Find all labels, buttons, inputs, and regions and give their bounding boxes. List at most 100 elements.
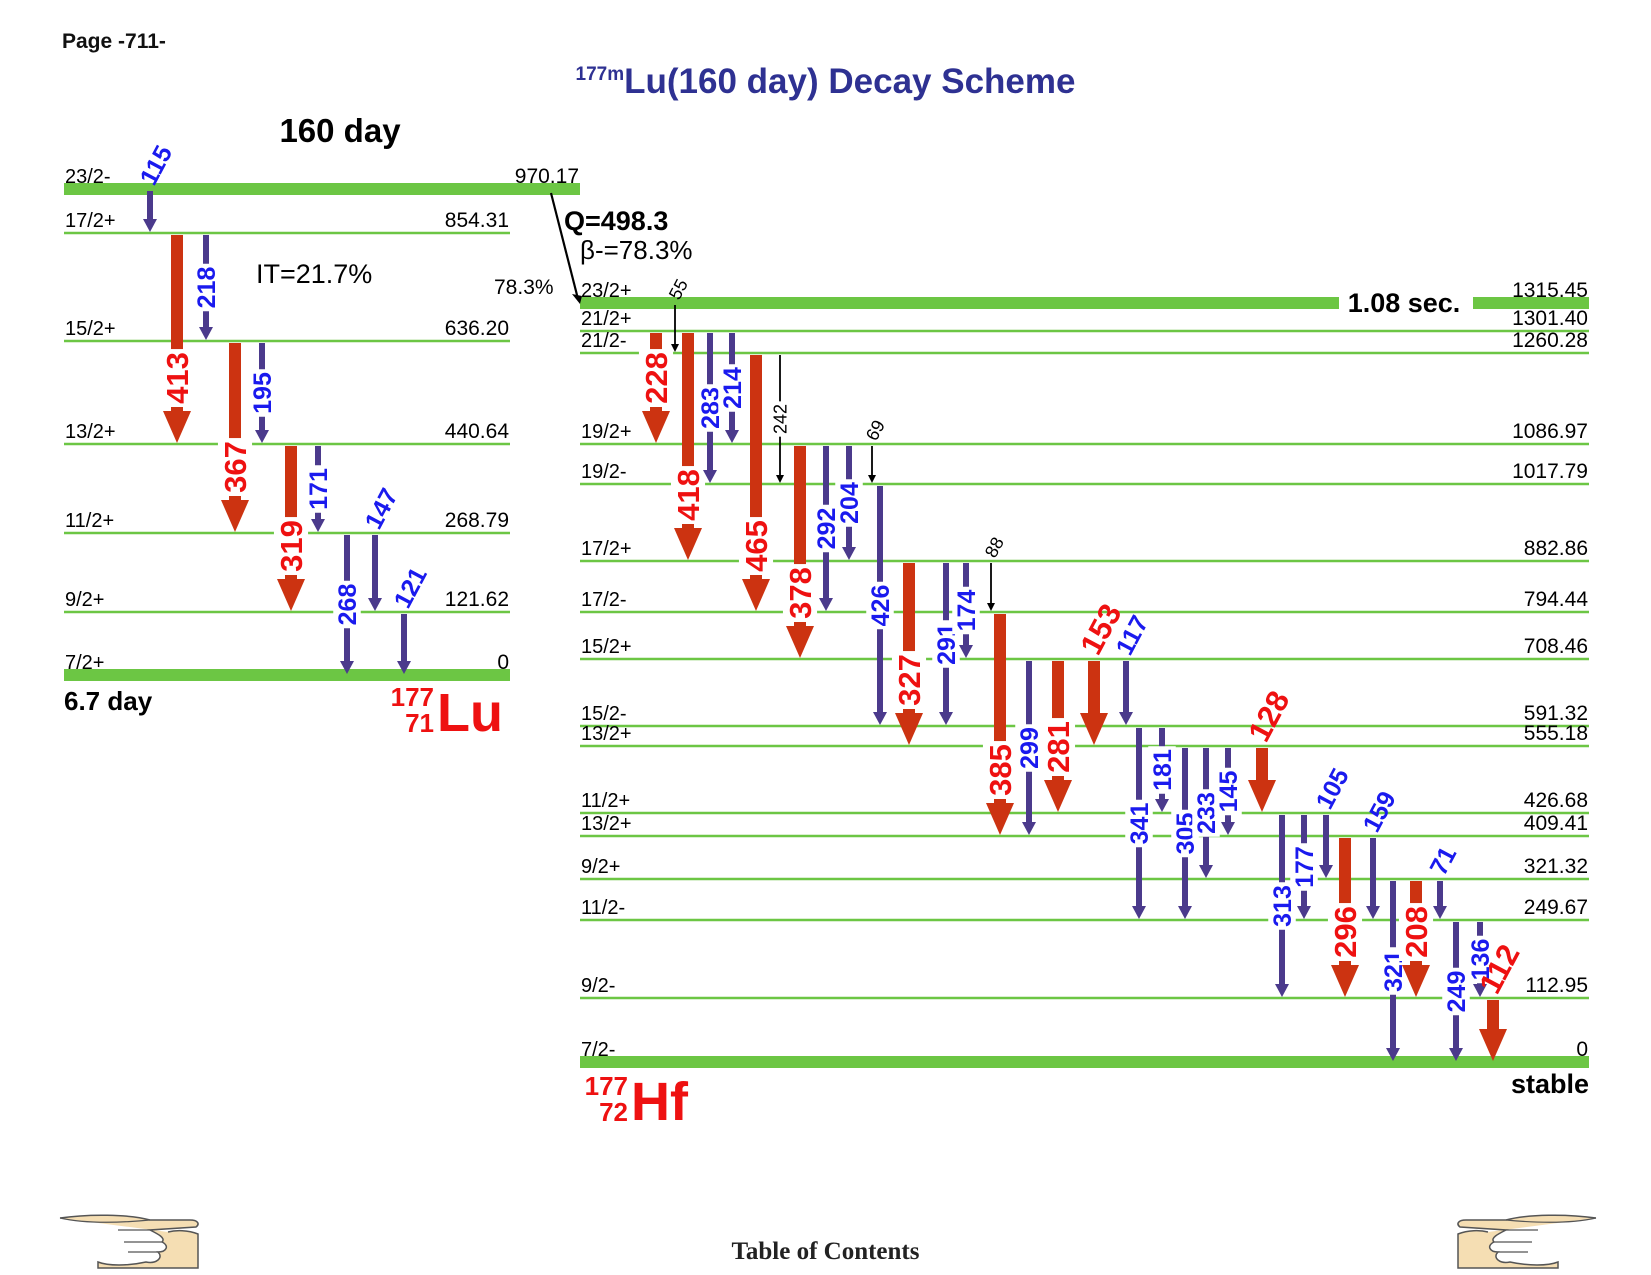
gamma-energy-label: 413 [160, 352, 195, 404]
hf-level-1: 21/2+ 1301.40 [580, 307, 1589, 333]
gamma-arrowhead [671, 344, 679, 352]
hf-level-spin: 15/2+ [581, 636, 632, 658]
gamma-label-bg [1466, 935, 1494, 984]
gamma-energy-label: 218 [193, 267, 221, 309]
gamma-label-bg [333, 580, 361, 629]
lu-gamma-367: 367 [217, 343, 253, 532]
beta-feed-label: 78.3% [494, 276, 554, 299]
gamma-arrowhead [1331, 965, 1359, 997]
lu-level-spin: 9/2+ [65, 589, 104, 611]
lu-gammas: 115 413 218 367 195 319 171 268 147 121 [135, 141, 433, 674]
gamma-label-bg [1398, 903, 1434, 961]
gamma-arrowhead [1199, 865, 1213, 878]
lu-level-3: 13/2+ 440.64 [64, 420, 510, 446]
gamma-energy-label: 208 [1399, 906, 1434, 958]
hf-level-spin: 17/2+ [581, 538, 632, 560]
gamma-label-bg [782, 564, 818, 622]
hf-gamma-378: 378 [782, 446, 818, 658]
previous-page-hand-icon[interactable] [58, 1210, 204, 1275]
hf-level-15: 7/2- 0 [580, 1038, 1589, 1068]
gamma-arrowhead [1386, 1048, 1400, 1061]
lu-level-spin: 17/2+ [65, 210, 116, 232]
hf-level-5: 17/2+ 882.86 [580, 537, 1589, 563]
gamma-energy-label: 147 [360, 484, 404, 534]
hf-gamma-426: 426 [866, 486, 895, 725]
lu-level-2: 15/2+ 636.20 [64, 317, 510, 343]
beta-branch-label: β-=78.3% [580, 235, 693, 265]
gamma-energy-label: 177 [1291, 846, 1319, 888]
lu-level-energy: 440.64 [445, 420, 510, 443]
gamma-arrow-shaft [1088, 661, 1100, 715]
gamma-energy-label: 105 [1311, 764, 1355, 814]
gamma-arrowhead [1132, 906, 1146, 919]
lu-level-energy: 854.31 [445, 209, 509, 232]
hf-isomer-halflife: 1.08 sec. [1348, 288, 1461, 318]
gamma-arrowhead [725, 430, 739, 443]
hf-stable-label: stable [1511, 1069, 1589, 1099]
hf-level-spin: 21/2+ [581, 308, 632, 330]
gamma-arrowhead [397, 661, 411, 674]
gamma-arrowhead [1449, 1048, 1463, 1061]
hf-level-4: 19/2- 1017.79 [580, 460, 1589, 486]
gamma-arrow-shaft [372, 535, 378, 599]
hf-level-spin: 7/2- [581, 1039, 615, 1061]
lu-level-energy: 121.62 [445, 588, 509, 611]
hf-level-11: 13/2+ 409.41 [580, 812, 1589, 838]
gamma-label-bg [1125, 799, 1153, 848]
hf-level-energy: 555.18 [1524, 722, 1588, 745]
hf-level-energy: 1315.45 [1512, 279, 1588, 302]
gamma-arrowhead [1248, 780, 1276, 812]
hf-level-8: 15/2- 591.32 [580, 702, 1589, 728]
gamma-energy-label: 88 [981, 534, 1008, 561]
hf-level-energy: 1017.79 [1512, 460, 1588, 483]
gamma-label-bg [718, 364, 746, 412]
gamma-arrowhead [1297, 906, 1311, 919]
gamma-arrowhead [1119, 712, 1133, 725]
hf-level-energy: 591.32 [1524, 702, 1588, 725]
hf-gamma-177: 177 [1290, 815, 1319, 919]
gamma-arrowhead [1155, 799, 1169, 812]
gamma-arrow-shaft [1487, 1000, 1499, 1031]
gamma-energy-label: 204 [836, 482, 864, 524]
lu-gamma-121: 121 [389, 563, 433, 674]
lu-gamma-268: 268 [333, 535, 362, 674]
lu-gamma-195: 195 [248, 343, 277, 443]
hf-level-spin: 19/2- [581, 461, 627, 483]
hf-gamma-208: 208 [1398, 881, 1434, 997]
gamma-arrow-shaft [1323, 815, 1329, 866]
gamma-arrowhead [1402, 965, 1430, 997]
gamma-arrow-shaft [147, 191, 153, 220]
gamma-energy-label: 159 [1358, 787, 1402, 837]
lu-level-1: 17/2+ 854.31 [64, 209, 510, 235]
beta-decay-line [549, 192, 580, 300]
gamma-label-bg [738, 517, 774, 575]
next-page-hand-icon[interactable] [1452, 1210, 1598, 1275]
hf-level-energy: 426.68 [1524, 789, 1588, 812]
hf-level-spin: 9/2- [581, 975, 615, 997]
gamma-label-bg [770, 401, 790, 437]
gamma-label-bg [1148, 746, 1176, 794]
hf-level-energy: 321.32 [1524, 855, 1588, 878]
lu-atomic-number: 71 [405, 708, 434, 738]
gamma-arrowhead [776, 475, 784, 483]
gamma-energy-label: 341 [1126, 803, 1154, 845]
hf-level-energy: 882.86 [1524, 537, 1588, 560]
gamma-arrowhead [1221, 822, 1235, 835]
hf-level-spin: 17/2- [581, 589, 627, 611]
hf-gamma-181: 181 [1148, 728, 1177, 812]
lu-level-spin: 15/2+ [65, 318, 116, 340]
lu-levels: 23/2- 970.17 17/2+ 854.31 15/2+ 636.20 13/2+ 44… [64, 165, 580, 681]
hf-mass-number: 177 [585, 1071, 628, 1101]
hf-level-spin: 23/2+ [581, 280, 632, 302]
hf-level-energy: 112.95 [1525, 974, 1588, 997]
gamma-label-bg [192, 263, 220, 312]
table-of-contents-link[interactable]: Table of Contents [731, 1238, 920, 1265]
gamma-arrowhead [143, 219, 157, 232]
lu-level-5: 9/2+ 121.62 [64, 588, 510, 614]
gamma-arrowhead [674, 528, 702, 560]
hf-level-0: 23/2+ 1315.45 [580, 279, 1589, 309]
gamma-energy-label: 319 [274, 520, 309, 572]
lu-mass-number: 177 [391, 682, 434, 712]
gamma-label-bg [952, 586, 980, 635]
